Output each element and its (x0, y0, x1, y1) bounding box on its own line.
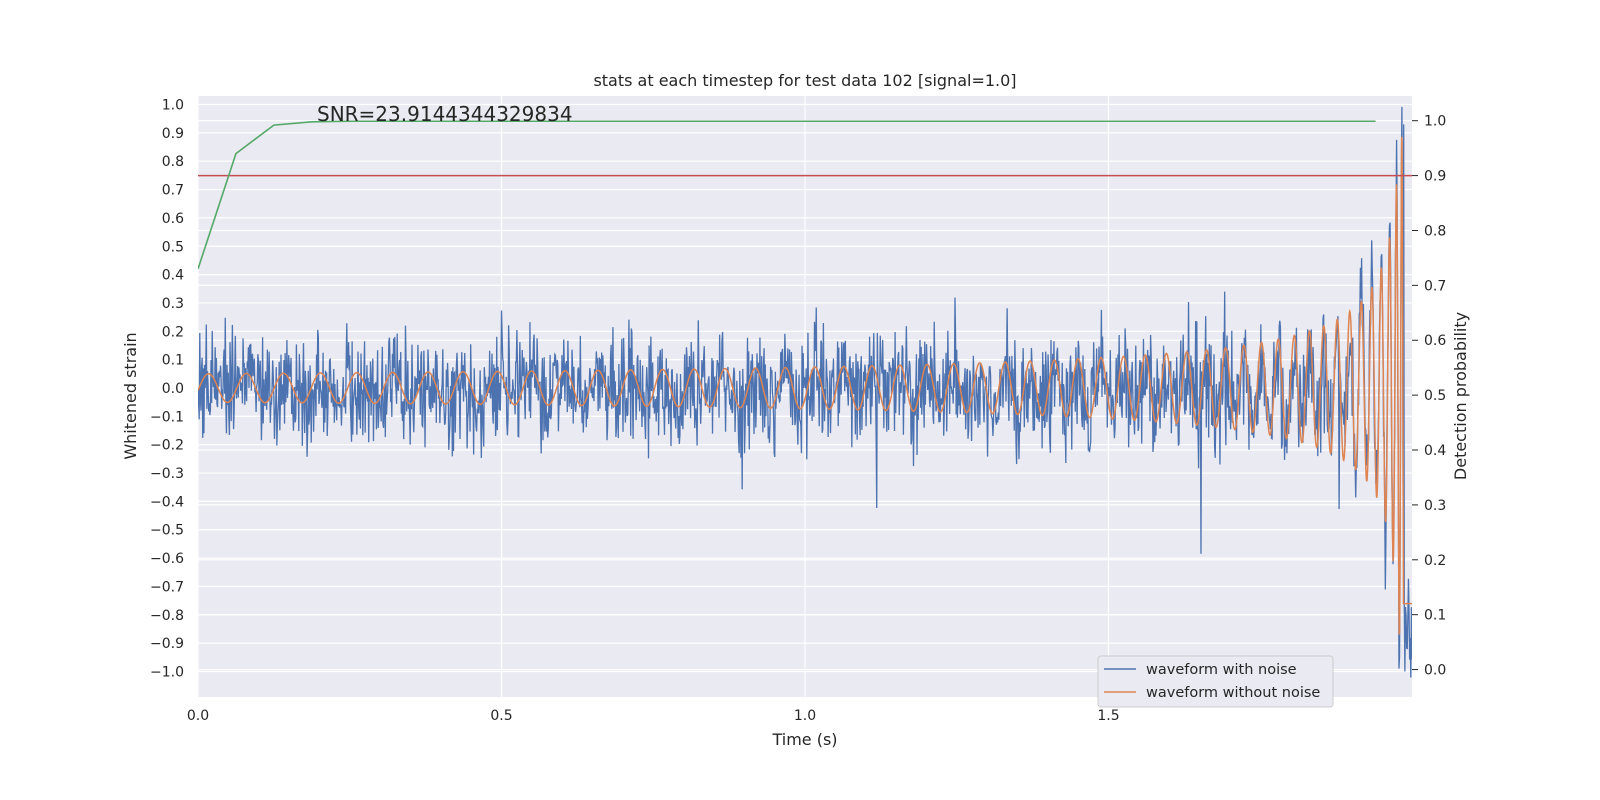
y-tick-label: 0.5 (162, 239, 184, 255)
y-tick-label: −0.4 (150, 494, 184, 510)
y2-tick-label: 0.3 (1424, 498, 1446, 514)
y2-tick-label: 0.2 (1424, 553, 1446, 569)
y-tick-label: −0.8 (150, 608, 184, 624)
y2-axis-label: Detection probability (1451, 312, 1470, 480)
y-tick-label: 0.2 (162, 324, 184, 340)
y-axis-label: Whitened strain (121, 332, 140, 459)
snr-annotation: SNR=23.9144344329834 (317, 102, 573, 126)
y-tick-label: 0.8 (162, 154, 184, 170)
y-tick-label: −0.2 (150, 438, 184, 454)
y-tick-label: −0.7 (150, 579, 184, 595)
y-tick-label: 0.7 (162, 183, 184, 199)
axes: 0.0 0.5 1.0 1.5 −1.0 −0.9 −0.8 −0.7 −0.6 −0.5 −0.4… (150, 98, 1446, 724)
y-tick-label: −0.3 (150, 466, 184, 482)
y2-tick-label: 0.4 (1424, 443, 1446, 459)
x-tick-label: 1.0 (794, 708, 816, 724)
legend-box (1097, 655, 1334, 708)
series-waveform-without-noise (198, 136, 1412, 635)
legend-label-clean: waveform without noise (1146, 685, 1320, 701)
x-tick-label: 1.5 (1097, 708, 1119, 724)
y-tick-label: −0.9 (150, 636, 184, 652)
x-axis-label: Time (s) (771, 730, 837, 749)
y-tick-label: 0.6 (162, 211, 184, 227)
y2-tick-label: 0.7 (1424, 278, 1446, 294)
y-tick-label: 0.9 (162, 126, 184, 142)
y2-tick-label: 0.6 (1424, 333, 1446, 349)
y-tick-label: 0.3 (162, 296, 184, 312)
y2-tick-label: 1.0 (1424, 114, 1446, 130)
y-tick-label: 0.4 (162, 268, 184, 284)
y2-tick-label: 0.0 (1424, 663, 1446, 679)
y2-tick-label: 0.8 (1424, 223, 1446, 239)
legend-label-noisy: waveform with noise (1146, 662, 1297, 678)
y2-tick-label: 0.9 (1424, 169, 1446, 185)
y2-tick-label: 0.5 (1424, 388, 1446, 404)
y-tick-label: 0.1 (162, 353, 184, 369)
y2-tick-label: 0.1 (1424, 608, 1446, 624)
series-layer (198, 106, 1412, 678)
y-tick-label: 1.0 (162, 98, 184, 114)
y-tick-label: −0.1 (150, 409, 184, 425)
x-tick-label: 0.5 (490, 708, 512, 724)
y-tick-label: −0.6 (150, 551, 184, 567)
legend: waveform with noise waveform without noi… (1097, 655, 1334, 708)
chart-title: stats at each timestep for test data 102… (593, 71, 1016, 90)
y-tick-label: −0.5 (150, 523, 184, 539)
y-tick-label: −1.0 (150, 664, 184, 680)
y-tick-label: 0.0 (162, 381, 184, 397)
x-tick-label: 0.0 (187, 708, 209, 724)
